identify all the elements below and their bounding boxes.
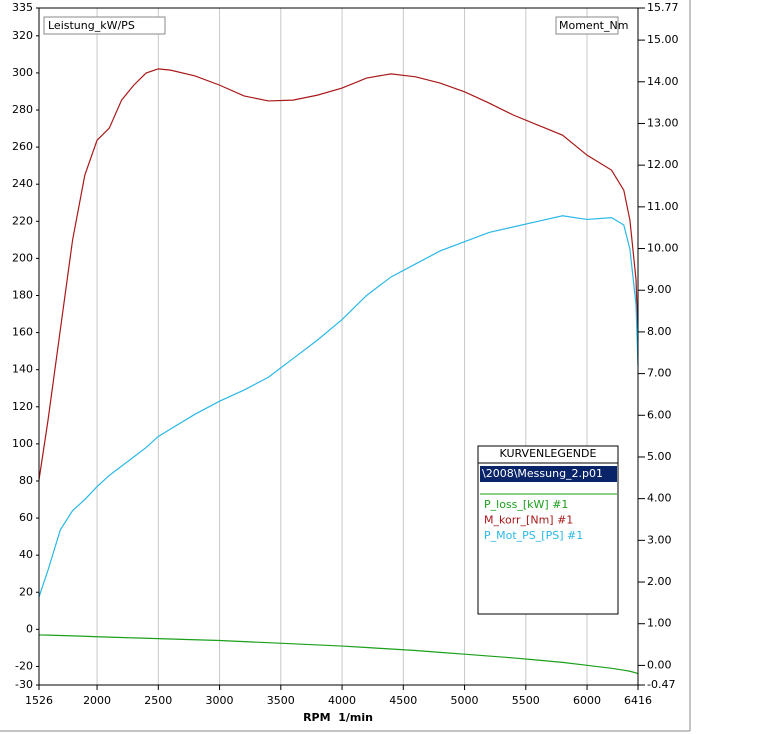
x-tick-label: 4000 xyxy=(328,694,356,707)
y2-tick-label: 4.00 xyxy=(647,492,672,505)
y-tick-label: 220 xyxy=(12,214,33,227)
x-tick-label: 2000 xyxy=(83,694,111,707)
series-line xyxy=(38,68,639,480)
y2-axis-label: Moment_Nm xyxy=(559,19,628,32)
y-tick-label: 80 xyxy=(19,474,33,487)
y-tick-label: 180 xyxy=(12,288,33,301)
y-tick-label: 200 xyxy=(12,251,33,264)
lines xyxy=(38,68,639,675)
legend-entry: P_Mot_PS_[PS] #1 xyxy=(484,529,583,542)
x-axis-label: RPM 1/min xyxy=(303,711,373,724)
y2-tick-label: 11.00 xyxy=(647,200,679,213)
x-tick-label: 6416 xyxy=(624,694,652,707)
y-tick-label: 100 xyxy=(12,437,33,450)
y-tick-label: 120 xyxy=(12,400,33,413)
y2-tick-label: 3.00 xyxy=(647,533,672,546)
y-tick-label: -30 xyxy=(15,678,33,691)
y2-tick-label: 10.00 xyxy=(647,242,679,255)
legend-entry: M_korr_[Nm] #1 xyxy=(484,514,573,527)
y-tick-label: 320 xyxy=(12,29,33,42)
y2-tick-label: 8.00 xyxy=(647,325,672,338)
legend-title: KURVENLEGENDE xyxy=(500,447,597,460)
y-tick-label: 140 xyxy=(12,363,33,376)
y-tick-label: 0 xyxy=(26,622,33,635)
y-tick-label: 60 xyxy=(19,511,33,524)
y2-tick-label: 15.77 xyxy=(647,1,679,14)
x-tick-label: 3000 xyxy=(206,694,234,707)
y-tick-label: 240 xyxy=(12,177,33,190)
y-tick-label: 160 xyxy=(12,326,33,339)
y2-tick-label: 0.00 xyxy=(647,658,672,671)
y-tick-label: 20 xyxy=(19,585,33,598)
y-tick-label: 260 xyxy=(12,140,33,153)
y2-tick-label: 7.00 xyxy=(647,367,672,380)
x-tick-label: 1526 xyxy=(25,694,53,707)
x-tick-label: 5500 xyxy=(512,694,540,707)
y-tick-label: 280 xyxy=(12,103,33,116)
y2-tick-label: -0.47 xyxy=(647,678,675,691)
y2-tick-label: 1.00 xyxy=(647,617,672,630)
y2-tick-label: 13.00 xyxy=(647,116,679,129)
y2-tick-label: 2.00 xyxy=(647,575,672,588)
x-tick-label: 2500 xyxy=(144,694,172,707)
plot-frame xyxy=(38,7,639,686)
x-tick-label: 5000 xyxy=(451,694,479,707)
series-line xyxy=(38,634,639,675)
y2-tick-label: 14.00 xyxy=(647,75,679,88)
y-axis-label-box xyxy=(43,16,166,35)
legend-entry: P_loss_[kW] #1 xyxy=(484,498,568,511)
y2-tick-label: 15.00 xyxy=(647,33,679,46)
y-axis-label: Leistung_kW/PS xyxy=(48,19,135,32)
legend-file: \2008\Messung_2.p01 xyxy=(482,467,603,480)
y-tick-label: -20 xyxy=(15,659,33,672)
y2-tick-label: 5.00 xyxy=(647,450,672,463)
x-tick-label: 6000 xyxy=(573,694,601,707)
series-line xyxy=(38,215,639,598)
y2-tick-label: 9.00 xyxy=(647,283,672,296)
x-tick-label: 4500 xyxy=(389,694,417,707)
legend: KURVENLEGENDE \2008\Messung_2.p01 P_loss… xyxy=(477,445,619,615)
y-tick-label: 335 xyxy=(12,1,33,14)
legend-file-highlight xyxy=(480,466,617,482)
y2-tick-label: 6.00 xyxy=(647,408,672,421)
y2-axis-label-box xyxy=(555,16,619,35)
y-tick-label: 300 xyxy=(12,66,33,79)
y2-tick-label: 12.00 xyxy=(647,158,679,171)
x-tick-label: 3500 xyxy=(267,694,295,707)
y-tick-label: 40 xyxy=(19,548,33,561)
